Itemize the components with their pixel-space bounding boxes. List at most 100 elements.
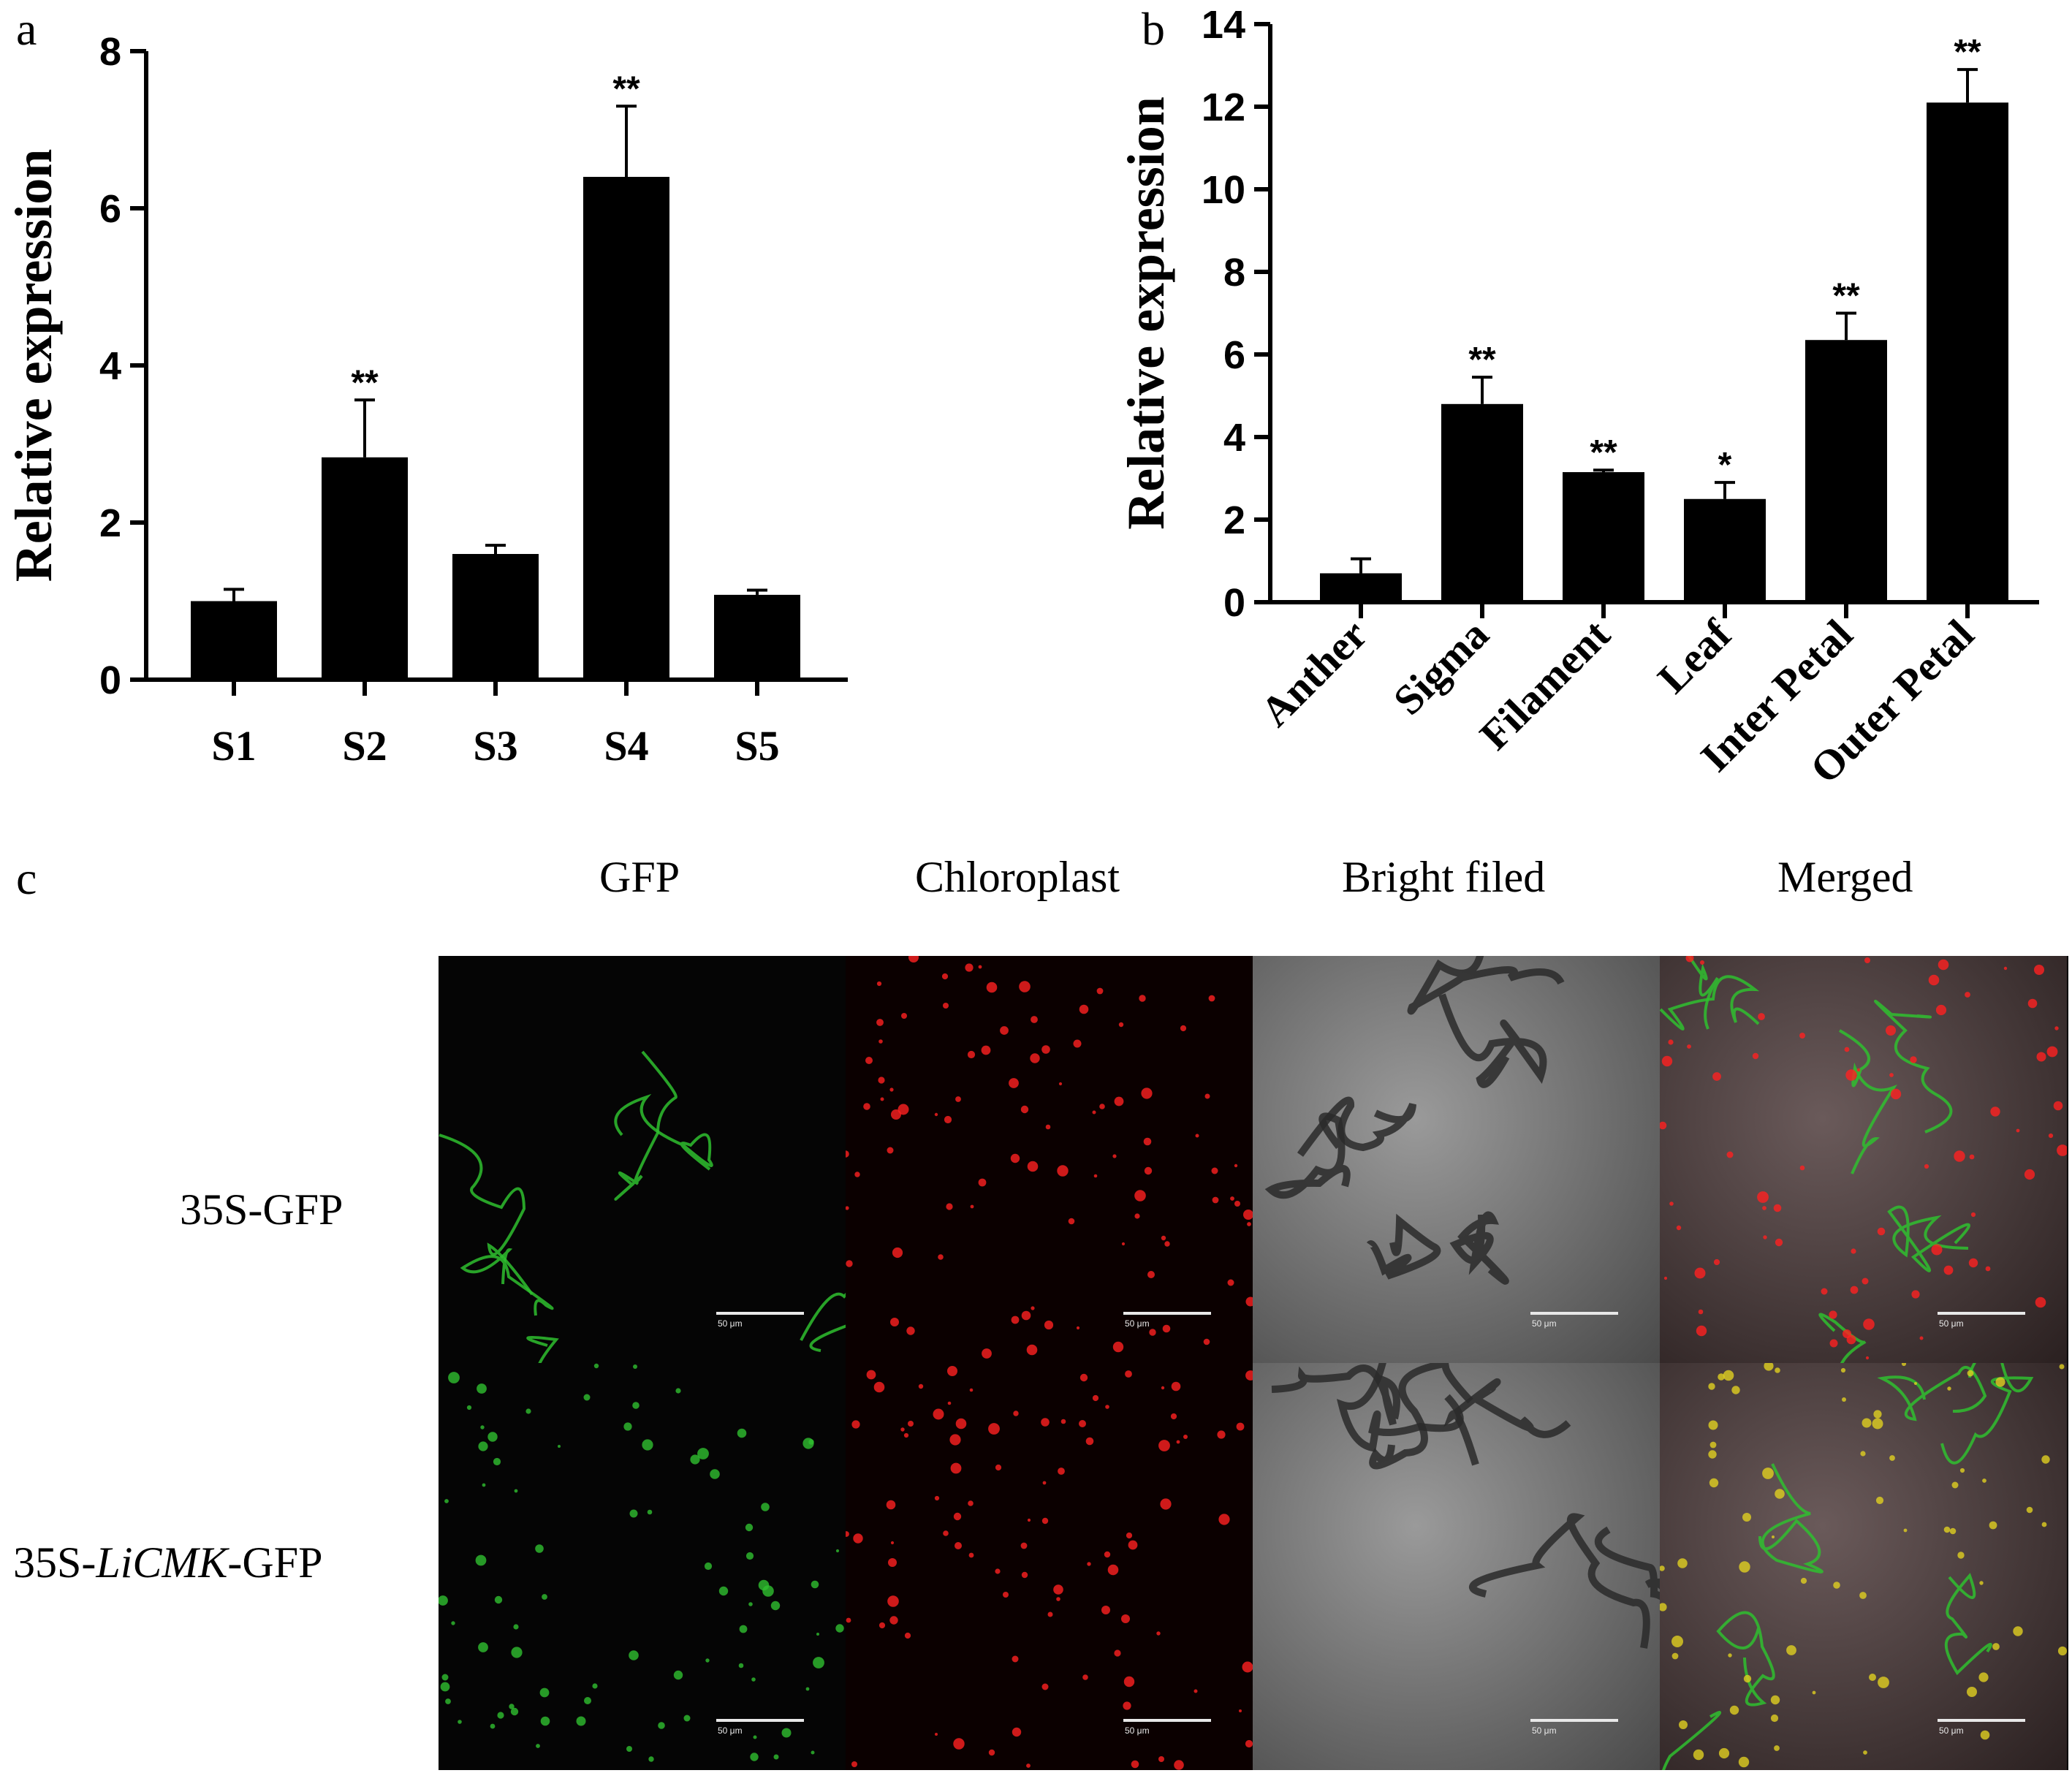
- fluorescent-spot: [704, 1562, 713, 1571]
- fluorescent-spot: [1992, 1643, 2000, 1650]
- fluorescent-spot: [1243, 1210, 1253, 1220]
- fluorescent-spot: [1660, 1603, 1667, 1611]
- fluorescent-spot: [2003, 966, 2008, 971]
- chart-b: 0 2 4 6 8 10 12 14 Relative expression Anther ** Si…: [1126, 3, 2039, 792]
- fluorescent-spot: [1864, 957, 1870, 963]
- fluorescent-spot: [584, 1697, 591, 1704]
- panel-label-a: a: [16, 3, 37, 55]
- bar: [452, 554, 539, 680]
- fluorescent-spot: [1060, 1419, 1066, 1424]
- fluorescent-spot: [510, 1707, 519, 1716]
- fluorescent-spot: [1121, 1614, 1130, 1623]
- fluorescent-spot: [1812, 1690, 1816, 1695]
- fluorescent-spot: [2057, 1144, 2067, 1156]
- significance-label: **: [1468, 341, 1496, 379]
- micrograph-drawing: [1264, 956, 1565, 1285]
- fluorescent-spot: [953, 1512, 962, 1521]
- bar: [322, 457, 408, 680]
- fluorescent-spot: [1959, 1468, 1965, 1473]
- fluorescent-spot: [1856, 1068, 1861, 1072]
- fluorescent-spot: [1965, 992, 1970, 998]
- fluorescent-spot: [753, 1735, 757, 1739]
- micrograph-bright-row2: 50 μm: [1253, 1363, 1660, 1770]
- fluorescent-spot: [1125, 1370, 1132, 1378]
- cell-outline: [1660, 975, 1760, 1030]
- x-tick-label: S1: [211, 722, 256, 770]
- fluorescent-spot: [873, 1381, 885, 1393]
- fluorescent-spot: [1057, 1165, 1069, 1177]
- fluorescent-spot: [493, 1457, 501, 1466]
- fluorescent-spot: [2041, 1522, 2047, 1527]
- fluorescent-spot: [1245, 1296, 1253, 1307]
- fluorescent-spot: [2057, 1646, 2067, 1656]
- fluorescent-spot: [1211, 1167, 1218, 1174]
- bar: [1320, 573, 1402, 602]
- fluorescent-spot: [514, 1489, 518, 1493]
- fluorescent-spot: [1865, 1356, 1870, 1360]
- fluorescent-spot: [1160, 1498, 1172, 1510]
- fluorescent-spot: [592, 1683, 598, 1689]
- fluorescent-spot: [1144, 1166, 1153, 1175]
- cell-outline: [1877, 1365, 1987, 1421]
- fluorescent-spot: [813, 1657, 824, 1668]
- fluorescent-spot: [482, 1483, 486, 1487]
- fluorescent-spot: [1700, 960, 1704, 965]
- fluorescent-spot: [440, 1682, 450, 1692]
- bar: [1927, 102, 2008, 603]
- y-tick-label: 6: [99, 187, 121, 231]
- fluorescent-spot: [1919, 1336, 1924, 1340]
- fluorescent-spot: [1079, 1004, 1089, 1014]
- fluorescent-spot: [2013, 1626, 2023, 1636]
- fluorescent-spot: [1099, 1104, 1105, 1109]
- fluorescent-spot: [1799, 1165, 1805, 1171]
- fluorescent-spot: [967, 1050, 976, 1059]
- fluorescent-spot: [1239, 1709, 1242, 1712]
- row-label-35s-licmk-gfp: 35S-LiCMK-GFP: [13, 1541, 322, 1584]
- scale-bar-label: 50 μm: [1532, 1725, 1557, 1736]
- fluorescent-spot: [1863, 1318, 1875, 1330]
- fluorescent-spot: [1663, 1276, 1668, 1280]
- fluorescent-spot: [1183, 1435, 1188, 1439]
- fluorescent-spot: [906, 1326, 915, 1335]
- fluorescent-spot: [846, 1260, 853, 1267]
- fluorescent-spot: [697, 1448, 709, 1459]
- fluorescent-spot: [865, 1057, 873, 1064]
- fluorescent-spot: [494, 1595, 503, 1604]
- scale-bar: [1123, 1312, 1211, 1315]
- fluorescent-spot: [1949, 1527, 1957, 1535]
- fluorescent-spot: [1236, 1422, 1245, 1431]
- row-label-prefix: 35S-: [180, 1185, 263, 1234]
- fluorescent-spot: [1126, 1532, 1133, 1539]
- fluorescent-spot: [876, 1019, 884, 1026]
- fluorescent-spot: [1739, 1561, 1750, 1573]
- fluorescent-spot: [1723, 1370, 1734, 1381]
- fluorescent-spot: [1045, 1124, 1051, 1130]
- fluorescent-spot: [478, 1441, 488, 1451]
- fluorescent-spot: [1053, 1584, 1063, 1595]
- chart-a: 0 2 4 6 8 Relative expression S1 ** S2 S3 ** S4 S5: [4, 30, 848, 770]
- fluorescent-spot: [705, 1658, 710, 1663]
- fluorescent-spot: [1844, 1047, 1850, 1052]
- fluorescent-spot: [1938, 959, 1949, 971]
- micrograph-drawing: [439, 1363, 844, 1762]
- cell-outline: [460, 1248, 554, 1316]
- cell-outline: [1449, 1211, 1509, 1285]
- fluorescent-spot: [1245, 1370, 1253, 1381]
- cell-outline: [1443, 1378, 1571, 1466]
- fluorescent-spot: [970, 1204, 974, 1209]
- fluorescent-spot: [1869, 1674, 1876, 1681]
- fluorescent-spot: [1862, 1418, 1872, 1428]
- fluorescent-spot: [908, 1421, 914, 1427]
- fluorescent-spot: [1227, 1279, 1234, 1286]
- fluorescent-spot: [2034, 965, 2044, 975]
- scale-bar-label: 50 μm: [718, 1318, 743, 1329]
- micrograph-drawing: [439, 1050, 846, 1363]
- fluorescent-spot: [1775, 1367, 1780, 1373]
- fluorescent-spot: [2024, 1169, 2035, 1180]
- fluorescent-spot: [1914, 1382, 1917, 1385]
- cell-outline: [439, 1134, 534, 1296]
- cell-outline: [1874, 1000, 1953, 1134]
- fluorescent-spot: [1234, 1201, 1240, 1207]
- fluorescent-spot: [1026, 1763, 1031, 1768]
- fluorescent-spot: [1862, 1277, 1869, 1285]
